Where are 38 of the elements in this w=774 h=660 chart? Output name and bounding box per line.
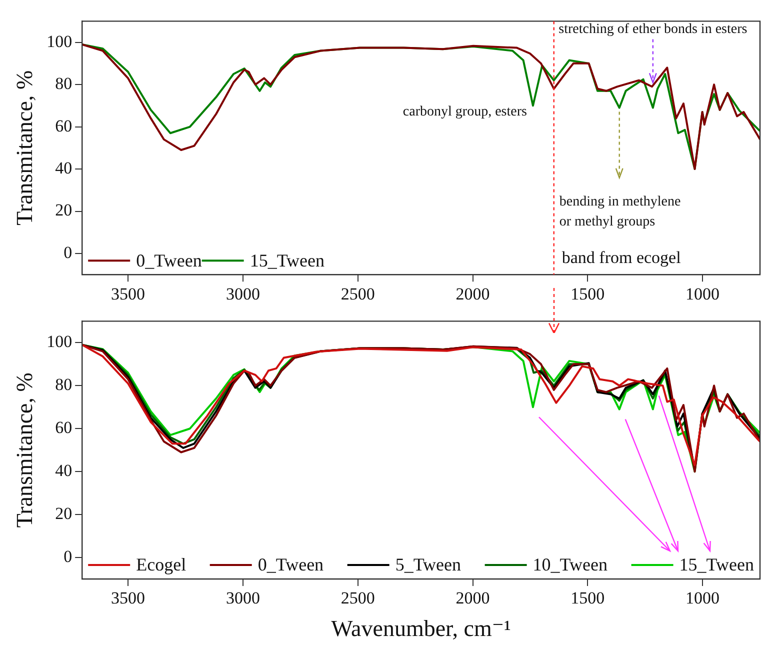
- legend-label: 15_Tween: [679, 554, 754, 575]
- legend-label: 5_Tween: [395, 554, 462, 575]
- x-tick-label: 1000: [686, 284, 720, 304]
- x-tick-label: 1500: [570, 284, 605, 304]
- y-tick-label: 20: [55, 504, 72, 524]
- y-tick-label: 80: [55, 74, 72, 94]
- ref-line-label: band from ecogel: [562, 248, 682, 268]
- y-axis-title: Transmitance, %: [12, 372, 37, 528]
- x-tick-label: 3500: [111, 588, 146, 608]
- y-tick-label: 0: [64, 242, 72, 262]
- x-tick-label: 1000: [686, 588, 720, 608]
- y-tick-label: 0: [64, 546, 72, 566]
- x-tick-label: 3000: [226, 588, 260, 608]
- y-tick-label: 20: [55, 200, 72, 220]
- y-tick-label: 100: [46, 332, 72, 352]
- annotation: carbonyl group, esters: [402, 104, 527, 120]
- y-tick-label: 100: [46, 32, 72, 51]
- annotation: stretching of ether bonds in esters: [558, 22, 748, 37]
- y-tick-label: 60: [55, 418, 72, 438]
- legend-label: 15_Tween: [250, 250, 325, 270]
- x-tick-label: 2000: [456, 588, 490, 608]
- annotation: bending in methylene or methyl groups: [559, 194, 681, 230]
- x-tick-label: 2500: [340, 284, 375, 304]
- y-tick-label: 40: [55, 461, 72, 480]
- x-tick-label: 2000: [456, 284, 490, 304]
- x-tick-label: 3000: [226, 284, 260, 304]
- y-axis-title: Transmitance, %: [12, 70, 37, 226]
- x-tick-label: 2500: [340, 588, 375, 608]
- y-tick-label: 80: [55, 375, 72, 394]
- x-tick-label: 1500: [570, 588, 605, 608]
- x-axis-title: Wavenumber, cm⁻¹: [331, 616, 512, 642]
- legend-label: Ecogel: [136, 554, 186, 575]
- legend-label: 0_Tween: [258, 554, 324, 575]
- y-tick-label: 40: [55, 158, 72, 178]
- legend-label: 0_Tween: [136, 250, 202, 270]
- x-tick-label: 3500: [111, 284, 146, 304]
- y-tick-label: 60: [55, 116, 72, 136]
- legend-label: 10_Tween: [532, 554, 608, 575]
